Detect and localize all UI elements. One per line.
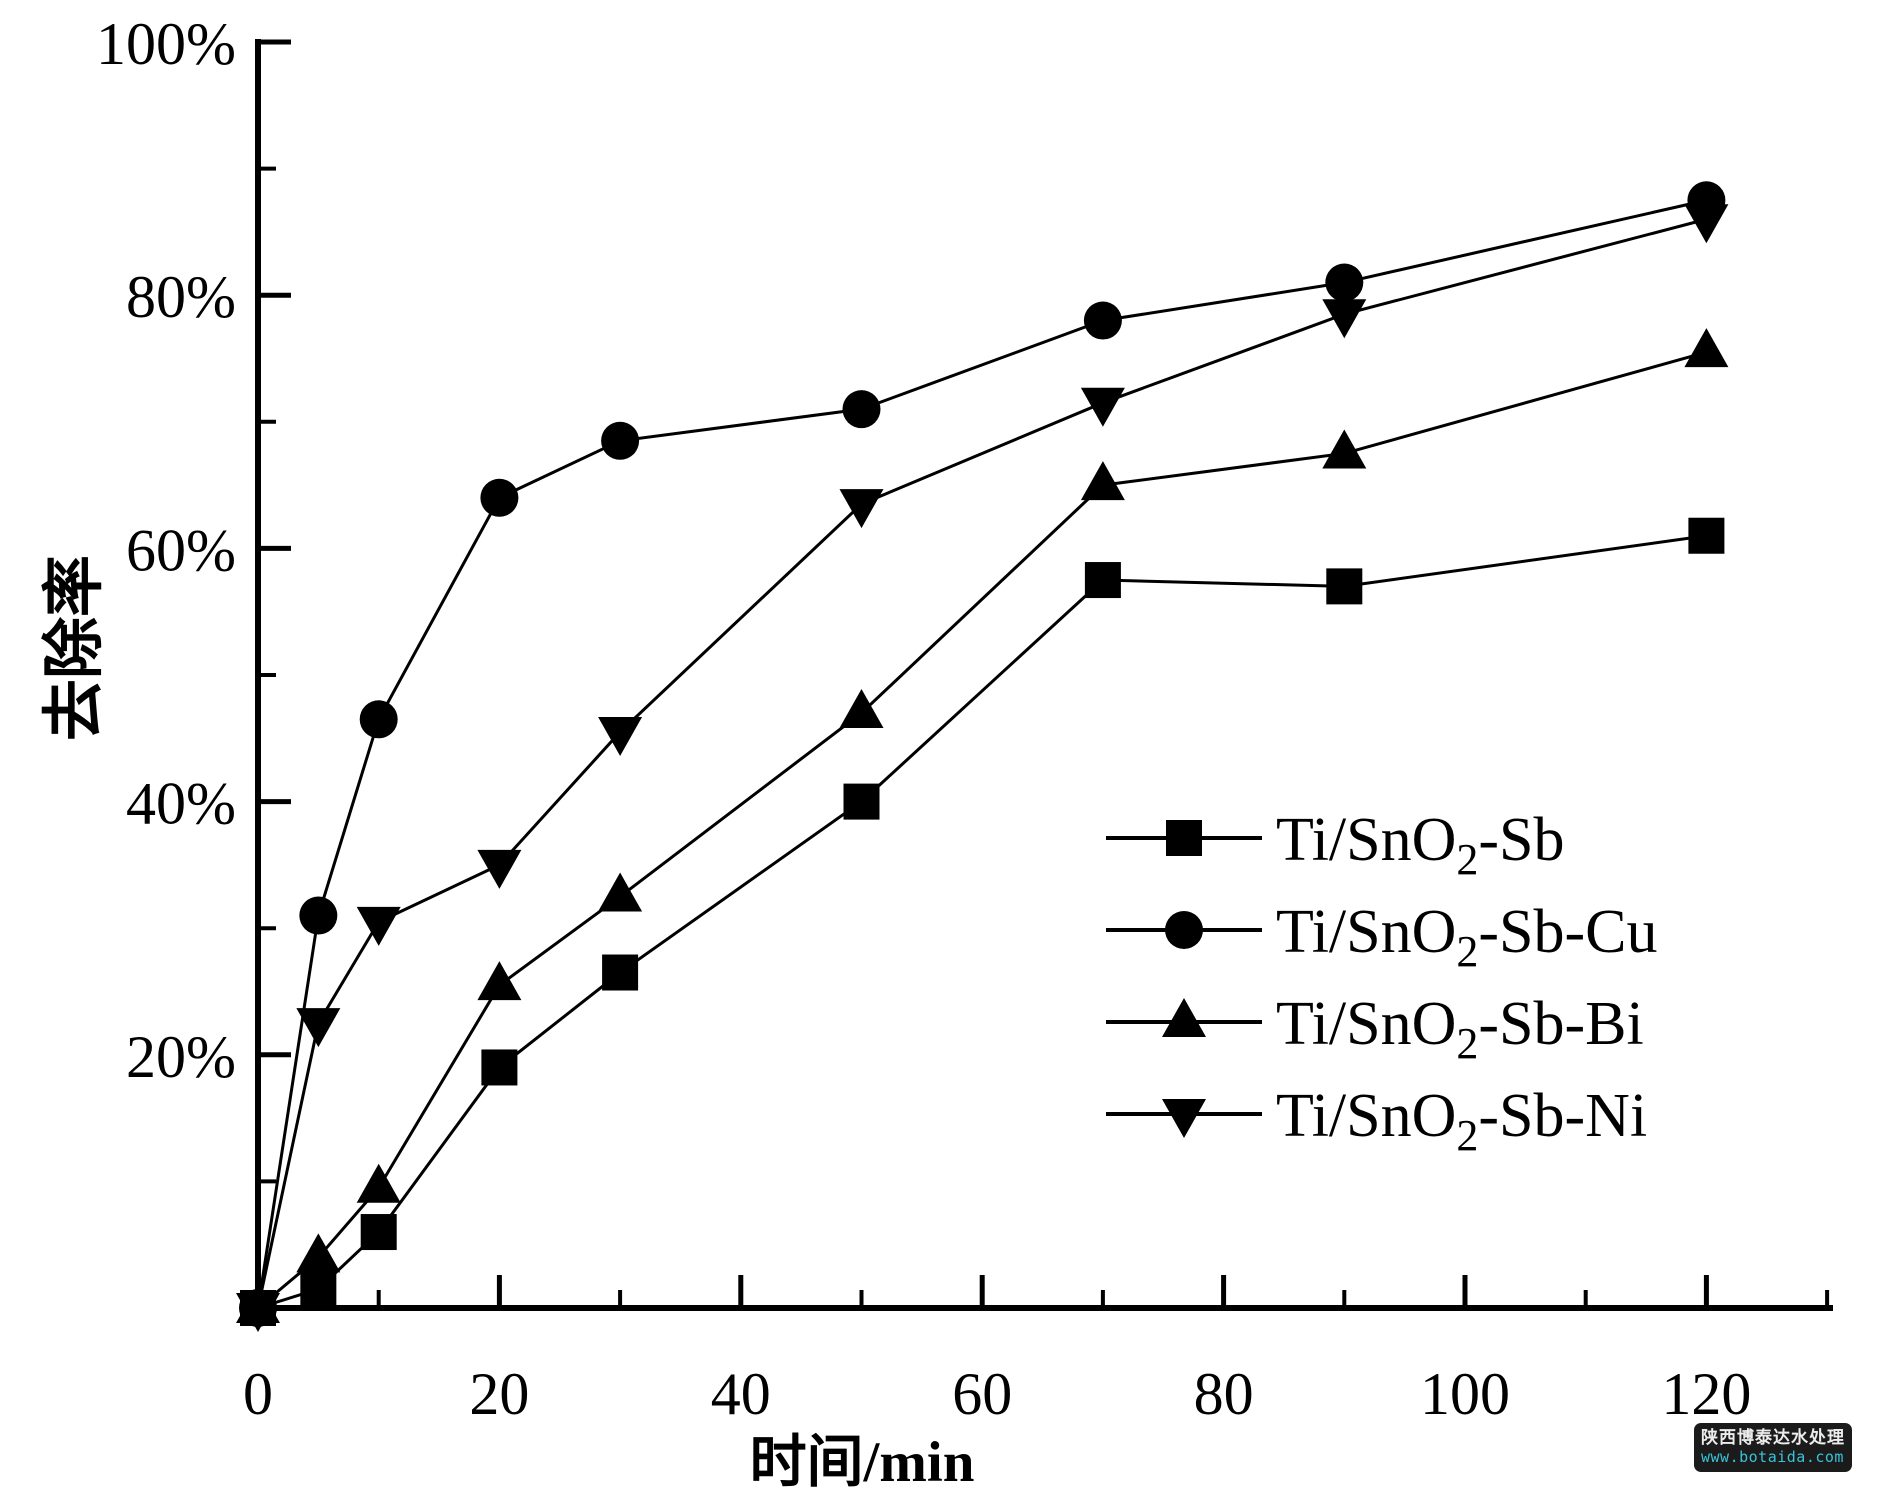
triangle-up-marker — [477, 961, 522, 1001]
triangle-up-marker — [598, 872, 643, 912]
x-tick-label: 20 — [469, 1361, 529, 1427]
circle-marker — [480, 478, 519, 517]
square-marker — [1166, 820, 1202, 856]
circle-marker — [299, 896, 338, 935]
series-layer — [236, 181, 1729, 1332]
triangle-down-marker — [1322, 299, 1367, 339]
circle-marker — [601, 421, 640, 460]
legend-item-Ti/SnO2-Sb-Bi: Ti/SnO2-Sb-Bi — [1106, 990, 1644, 1068]
triangle-down-marker — [598, 716, 643, 756]
triangle-down-marker — [477, 849, 522, 889]
y-tick-label: 40% — [126, 771, 236, 837]
square-marker — [1326, 568, 1363, 605]
y-tick-label: 80% — [126, 264, 236, 330]
series-Ti/SnO2-Sb-Cu — [239, 181, 1726, 1327]
y-tick-label: 60% — [126, 517, 236, 583]
triangle-down-marker — [1162, 1099, 1206, 1138]
legend-item-Ti/SnO2-Sb-Ni: Ti/SnO2-Sb-Ni — [1106, 1082, 1647, 1160]
series-Ti/SnO2-Sb-Ni — [236, 204, 1729, 1332]
legend: Ti/SnO2-Sb Ti/SnO2-Sb-Cu Ti/SnO2-Sb-Bi Ti/S… — [1106, 806, 1658, 1160]
square-marker — [300, 1271, 337, 1308]
legend-item-Ti/SnO2-Sb: Ti/SnO2-Sb — [1106, 806, 1565, 884]
legend-item-Ti/SnO2-Sb-Cu: Ti/SnO2-Sb-Cu — [1106, 898, 1658, 976]
x-tick-label: 120 — [1661, 1361, 1751, 1427]
triangle-up-marker — [839, 688, 884, 728]
watermark-badge: 陕西博泰达水处理 www.botaida.com — [1694, 1423, 1852, 1473]
legend-item-label: Ti/SnO2-Sb-Ni — [1276, 1082, 1647, 1160]
y-tick-label: 100% — [96, 11, 236, 77]
circle-marker — [1165, 911, 1203, 949]
x-axis-label: 时间/min — [750, 1431, 975, 1492]
triangle-up-marker — [1162, 998, 1206, 1037]
triangle-down-marker — [1684, 204, 1729, 244]
triangle-up-marker — [1684, 328, 1729, 368]
square-marker — [481, 1049, 518, 1086]
triangle-down-marker — [296, 1008, 341, 1048]
triangle-up-marker — [1080, 461, 1125, 501]
watermark-url: www.botaida.com — [1701, 1448, 1844, 1467]
triangle-down-marker — [839, 489, 884, 529]
x-tick-label: 0 — [243, 1361, 273, 1427]
square-marker — [360, 1214, 397, 1251]
legend-item-label: Ti/SnO2-Sb-Bi — [1276, 990, 1644, 1068]
circle-marker — [842, 390, 881, 429]
circle-marker — [359, 700, 398, 739]
triangle-down-marker — [356, 906, 401, 946]
triangle-up-marker — [1322, 429, 1367, 469]
legend-item-label: Ti/SnO2-Sb-Cu — [1276, 898, 1658, 976]
square-marker — [1084, 562, 1121, 599]
circle-marker — [1083, 301, 1122, 340]
legend-item-label: Ti/SnO2-Sb — [1276, 806, 1565, 884]
square-marker — [602, 954, 639, 991]
square-marker — [843, 783, 880, 820]
x-tick-label: 80 — [1194, 1361, 1254, 1427]
y-tick-label: 20% — [126, 1024, 236, 1090]
x-tick-label: 40 — [711, 1361, 771, 1427]
y-axis-label: 去除率 — [40, 555, 109, 741]
x-tick-label: 100 — [1420, 1361, 1510, 1427]
circle-marker — [1325, 263, 1364, 302]
triangle-down-marker — [1080, 387, 1125, 427]
watermark-company: 陕西博泰达水处理 — [1701, 1428, 1845, 1448]
triangle-up-marker — [296, 1233, 341, 1273]
series-Ti/SnO2-Sb-Bi — [236, 328, 1729, 1323]
square-marker — [1688, 517, 1725, 554]
triangle-down-marker — [236, 1293, 280, 1332]
triangle-up-marker — [356, 1163, 401, 1203]
x-tick-label: 60 — [952, 1361, 1012, 1427]
axes-layer: 20% 40% 60% 80% 100% 0 20 40 60 80 100 120 — [96, 11, 1833, 1427]
